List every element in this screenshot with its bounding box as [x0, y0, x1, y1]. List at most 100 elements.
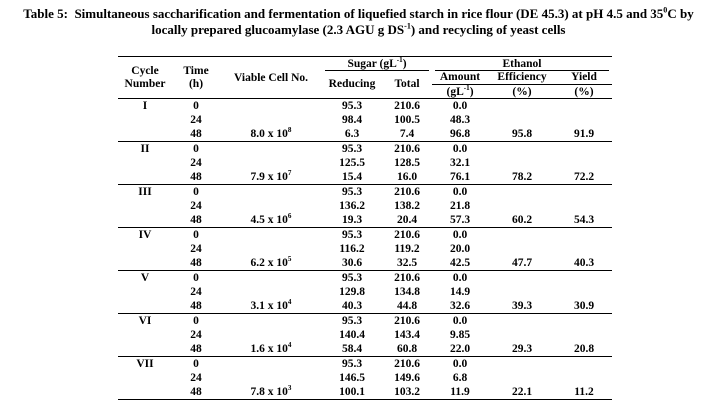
header-cycle-number-line2: Number: [124, 77, 166, 90]
viable-cell-no-cell: [220, 285, 322, 299]
ethanol-efficiency-cell: [488, 199, 556, 213]
ethanol-efficiency-cell: [488, 228, 556, 243]
ethanol-efficiency-cell: [488, 271, 556, 286]
table-row: 48 1.6 x 104 58.4 60.8 22.0 29.3 20.8: [118, 342, 612, 357]
ethanol-yield-cell: [556, 357, 612, 372]
ethanol-yield-cell: [556, 185, 612, 200]
ethanol-yield-cell: [556, 314, 612, 329]
total-sugar-cell: 100.5: [394, 114, 420, 126]
time-cell: 48: [190, 386, 202, 398]
viable-cell-no-cell: 1.6 x 104: [250, 342, 292, 355]
table-row: III 0 95.3 210.6 0.0: [118, 184, 613, 200]
table-row: 48 6.2 x 105 30.6 32.5 42.5 47.7 40.3: [118, 256, 612, 271]
ethanol-efficiency-cell: [488, 142, 556, 157]
ethanol-amount-cell: 6.8: [452, 372, 468, 384]
header-yield: Yield: [556, 70, 613, 85]
reducing-sugar-cell: 95.3: [341, 143, 363, 155]
ethanol-amount-cell: 22.0: [449, 343, 471, 355]
viable-cell-no-cell: [220, 314, 322, 329]
ethanol-amount-cell: 11.9: [450, 386, 470, 398]
reducing-sugar-cell: 95.3: [341, 315, 363, 327]
total-sugar-cell: 210.6: [394, 272, 420, 284]
reducing-sugar-cell: 140.4: [339, 329, 365, 341]
time-cell: 48: [190, 343, 202, 355]
table-caption: Table 5: Simultaneous saccharification a…: [0, 6, 717, 38]
table-row: 24 136.2 138.2 21.8: [118, 199, 612, 213]
cycle-number-cell: I: [142, 100, 148, 112]
ethanol-efficiency-cell: 60.2: [511, 214, 533, 226]
ethanol-efficiency-cell: 39.3: [511, 300, 533, 312]
header-time: Time (h): [172, 57, 220, 99]
ethanol-efficiency-cell: 95.8: [511, 128, 533, 140]
time-cell: 0: [193, 315, 199, 327]
table-row: 48 8.0 x 108 6.3 7.4 96.8 95.8 91.9: [118, 127, 612, 142]
header-cycle-number: Cycle Number: [118, 57, 172, 99]
viable-cell-no-cell: [220, 371, 322, 385]
time-cell: 48: [190, 257, 202, 269]
ethanol-amount-cell: 0.0: [452, 100, 468, 112]
total-sugar-cell: 210.6: [394, 186, 420, 198]
viable-cell-no-cell: [220, 228, 322, 243]
reducing-sugar-cell: 95.3: [341, 186, 363, 198]
cycle-number-cell: VII: [136, 358, 154, 370]
cycle-number-cell: III: [138, 186, 152, 198]
reducing-sugar-cell: 30.6: [341, 257, 363, 269]
table-row: I 0 95.3 210.6 0.0: [118, 98, 613, 114]
header-row-units: (gL-1) (%) (%): [118, 85, 612, 99]
viable-cell-no-cell: [220, 357, 322, 372]
total-sugar-cell: 16.0: [396, 171, 418, 183]
time-cell: 48: [190, 300, 202, 312]
table-row: VII 0 95.3 210.6 0.0: [118, 356, 613, 372]
ethanol-efficiency-cell: 22.1: [511, 386, 533, 398]
reducing-sugar-cell: 15.4: [341, 171, 363, 183]
viable-cell-no-cell: [220, 99, 322, 114]
ethanol-efficiency-cell: 47.7: [511, 257, 533, 269]
ethanol-amount-cell: 32.1: [449, 157, 471, 169]
ethanol-amount-cell: 0.0: [452, 143, 468, 155]
reducing-sugar-cell: 95.3: [341, 229, 363, 241]
header-time-line1: Time: [183, 64, 209, 77]
ethanol-amount-cell: 21.8: [449, 200, 471, 212]
reducing-sugar-cell: 40.3: [341, 300, 363, 312]
ethanol-yield-cell: [556, 228, 612, 243]
ethanol-efficiency-cell: [488, 113, 556, 127]
time-cell: 24: [190, 372, 202, 384]
table-row: 48 7.9 x 107 15.4 16.0 76.1 78.2 72.2: [118, 170, 612, 185]
ethanol-amount-cell: 0.0: [452, 186, 468, 198]
time-cell: 24: [190, 329, 202, 341]
header-row-labels: Reducing Total Amount Efficiency Yield: [118, 70, 613, 90]
header-amount-unit: (gL-1): [446, 84, 474, 98]
table-row: II 0 95.3 210.6 0.0: [118, 141, 613, 157]
ethanol-efficiency-cell: [488, 328, 556, 342]
ethanol-efficiency-cell: [488, 285, 556, 299]
cycle-number-cell: V: [140, 272, 150, 284]
data-table: Cycle Number Time (h) Viable Cell No. Su…: [118, 56, 613, 400]
time-cell: 48: [190, 214, 202, 226]
time-cell: 24: [190, 114, 202, 126]
ethanol-amount-cell: 20.0: [449, 243, 471, 255]
total-sugar-cell: 60.8: [396, 343, 418, 355]
header-row-groups: Cycle Number Time (h) Viable Cell No. Su…: [118, 57, 612, 90]
total-sugar-cell: 7.4: [399, 128, 415, 140]
ethanol-amount-cell: 48.3: [449, 114, 471, 126]
ethanol-yield-cell: [556, 371, 612, 385]
total-sugar-cell: 44.8: [396, 300, 418, 312]
header-total: Total: [394, 78, 420, 91]
total-sugar-cell: 210.6: [394, 358, 420, 370]
ethanol-efficiency-cell: 29.3: [511, 343, 533, 355]
total-sugar-cell: 32.5: [396, 257, 418, 269]
ethanol-amount-cell: 32.6: [449, 300, 471, 312]
ethanol-amount-cell: 9.85: [449, 329, 471, 341]
ethanol-amount-cell: 0.0: [452, 272, 468, 284]
ethanol-yield-cell: [556, 242, 612, 256]
viable-cell-no-cell: [220, 328, 322, 342]
reducing-sugar-cell: 116.2: [339, 243, 365, 255]
header-efficiency: Efficiency: [488, 70, 557, 85]
reducing-sugar-cell: 95.3: [341, 358, 363, 370]
cycle-number-cell: IV: [138, 229, 152, 241]
table-row: 24 146.5 149.6 6.8: [118, 371, 612, 385]
table-row: V 0 95.3 210.6 0.0: [118, 270, 613, 286]
ethanol-yield-cell: 40.3: [573, 257, 595, 269]
table-row: 24 98.4 100.5 48.3: [118, 113, 612, 127]
ethanol-yield-cell: [556, 328, 612, 342]
